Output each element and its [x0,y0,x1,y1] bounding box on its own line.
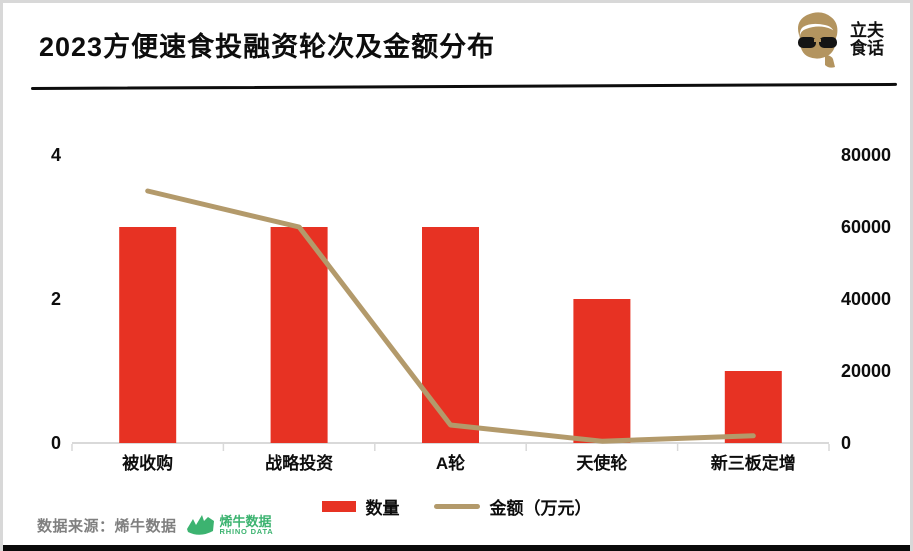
page-title: 2023方便速食投融资轮次及金额分布 [39,32,496,62]
brand-name: 立夫 食话 [850,20,884,59]
category-label: 战略投资 [265,453,333,473]
left-axis-tick-label: 2 [51,289,61,309]
right-axis-tick-label: 60000 [841,217,891,237]
rhino-icon [186,515,214,535]
line-series [145,188,756,444]
data-source-footer: 数据来源：烯牛数据 烯牛数据 RHINO DATA [37,513,273,538]
legend-label-amount: 金额（万元） [489,499,592,518]
right-axis-tick-label: 40000 [841,289,891,309]
rhino-logo-name: 烯牛数据 [219,513,272,529]
chart-legend: 数量 金额（万元） [3,494,910,519]
left-axis-tick-label: 4 [51,145,61,165]
bar [573,299,631,443]
rhino-logo-text: 烯牛数据 RHINO DATA [220,515,274,537]
face-sunglasses-logo-icon [798,12,838,68]
right-axis-tick-label: 20000 [841,361,891,381]
brand-name-line2: 食话 [850,39,884,58]
category-label: 天使轮 [576,453,627,473]
brand-logo: 立夫 食话 [791,11,884,69]
category-label: 被收购 [122,453,173,473]
category-label: A轮 [436,453,465,473]
right-axis-tick-label: 80000 [841,145,891,165]
brand-name-line1: 立夫 [850,20,884,40]
bar [270,227,328,443]
bar [119,227,177,443]
legend-label-count: 数量 [365,499,400,518]
bar-swatch-icon [321,501,356,512]
rhino-data-logo: 烯牛数据 RHINO DATA [186,513,274,538]
legend-item-count: 数量 [321,494,400,519]
bar [724,371,782,443]
category-label: 新三板定增 [711,453,796,473]
right-axis-tick-label: 0 [841,433,851,453]
left-axis-tick-label: 0 [51,433,61,453]
rhino-logo-subtitle: RHINO DATA [219,527,274,537]
title-divider [30,82,897,90]
legend-item-amount: 金额（万元） [433,494,592,519]
bottom-black-bar [3,545,910,551]
line-swatch-icon [433,504,480,509]
bar [422,227,479,443]
data-source-label: 数据来源：烯牛数据 [37,518,177,535]
